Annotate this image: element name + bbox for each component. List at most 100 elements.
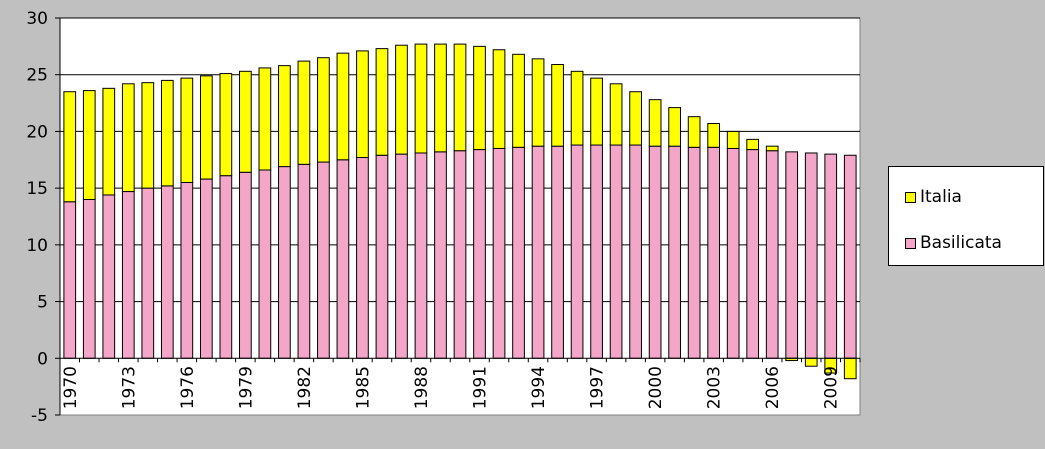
y-axis-ticks: -5 0 5 10 15 20 25 30 (26, 9, 60, 426)
x-tick-label: 1985 (353, 366, 373, 409)
bar-basilicata-1995 (551, 145, 564, 359)
bar-basilicata-1979 (239, 171, 252, 359)
legend-label-italia: Italia (920, 187, 962, 207)
bar-italia-1979 (239, 70, 252, 173)
bar-basilicata-2009 (824, 153, 838, 359)
bar-basilicata-2007 (785, 151, 799, 359)
bar-italia-2002 (687, 116, 701, 148)
bar-basilicata-1988 (414, 152, 428, 359)
y-tick-label: 20 (26, 122, 48, 142)
bar-basilicata-1974 (141, 187, 155, 359)
bar-italia-2006 (765, 145, 779, 152)
x-tick-label: 1973 (119, 366, 139, 409)
bar-italia-2010 (843, 357, 857, 380)
x-tick-label: 1988 (412, 366, 432, 409)
bar-basilicata-2000 (648, 145, 662, 359)
bar-basilicata-2006 (765, 150, 779, 359)
legend-swatch-basilicata (905, 237, 916, 249)
legend: Italia Basilicata (888, 166, 1044, 266)
bar-italia-1993 (512, 53, 525, 148)
y-tick-label: 10 (26, 236, 48, 256)
x-tick-label: 2009 (822, 366, 842, 409)
bar-basilicata-1973 (121, 191, 135, 359)
bar-italia-1980 (258, 67, 272, 171)
y-tick-label: 0 (37, 349, 48, 369)
bar-italia-2001 (668, 107, 681, 147)
bar-basilicata-1971 (82, 198, 96, 359)
bar-italia-1977 (199, 75, 213, 180)
bar-italia-1981 (278, 65, 291, 168)
bar-italia-2000 (648, 99, 662, 147)
x-tick-label: 1994 (529, 366, 549, 409)
x-axis-ticks: 1970 1973 1976 1979 1982 1985 1988 1991 1994 1997… (59, 358, 861, 409)
x-tick-label: 1979 (236, 366, 256, 409)
bar-basilicata-1980 (258, 169, 272, 359)
bar-basilicata-1983 (317, 161, 330, 359)
bar-italia-2008 (804, 357, 818, 367)
bar-basilicata-1978 (219, 175, 233, 359)
bars (63, 43, 857, 380)
bar-italia-2005 (746, 138, 760, 151)
x-tick-label: 1982 (295, 366, 315, 409)
bar-basilicata-1998 (609, 144, 623, 359)
legend-label-basilicata: Basilicata (920, 233, 1002, 253)
bar-basilicata-2001 (668, 145, 681, 359)
bar-basilicata-1993 (512, 146, 525, 359)
legend-item-italia: Italia (905, 187, 962, 207)
bar-basilicata-1975 (160, 185, 174, 359)
bar-basilicata-1994 (531, 145, 545, 359)
y-tick-label: 30 (26, 9, 48, 29)
bar-basilicata-1997 (590, 144, 603, 359)
bar-italia-1983 (317, 57, 330, 163)
x-tick-label: 2000 (646, 366, 666, 409)
bar-basilicata-1970 (63, 201, 77, 359)
bar-italia-1971 (82, 90, 96, 200)
bar-italia-1976 (180, 77, 194, 183)
bar-italia-1999 (629, 91, 642, 146)
bar-basilicata-1982 (297, 163, 311, 359)
bar-italia-1994 (531, 58, 545, 147)
bar-basilicata-2002 (687, 146, 701, 359)
bar-italia-2003 (707, 122, 721, 148)
bar-italia-1985 (356, 50, 369, 159)
bar-italia-1987 (395, 44, 408, 155)
bar-italia-1991 (473, 45, 486, 151)
bar-basilicata-1990 (453, 150, 467, 359)
bar-basilicata-2008 (804, 152, 818, 359)
x-tick-label: 1976 (178, 366, 198, 409)
bar-basilicata-2010 (843, 154, 857, 359)
bar-italia-1974 (141, 82, 155, 189)
bar-italia-1972 (102, 87, 116, 196)
x-tick-label: 1997 (588, 366, 608, 409)
bar-italia-1996 (570, 70, 584, 146)
x-tick-label: 1991 (471, 366, 491, 409)
bar-basilicata-1972 (102, 194, 116, 359)
x-tick-label: 2006 (763, 366, 783, 409)
x-tick-label: 2003 (705, 366, 725, 409)
y-tick-label: 5 (37, 293, 48, 313)
bar-basilicata-2005 (746, 149, 760, 359)
bar-italia-2004 (726, 130, 740, 149)
x-tick-label: 1970 (61, 366, 81, 409)
bar-basilicata-2004 (726, 147, 740, 359)
bar-italia-1982 (297, 60, 311, 165)
bar-italia-1995 (551, 64, 564, 147)
y-tick-label: -5 (31, 406, 48, 426)
bar-italia-1975 (160, 79, 174, 187)
bar-basilicata-1985 (356, 157, 369, 359)
bar-italia-1989 (434, 43, 447, 153)
bar-basilicata-1986 (375, 154, 389, 359)
y-tick-label: 25 (26, 66, 48, 86)
bar-basilicata-1987 (395, 153, 408, 359)
bar-italia-1992 (492, 49, 506, 149)
bar-italia-1970 (63, 91, 77, 203)
bar-italia-1978 (219, 73, 233, 177)
bar-italia-1990 (453, 43, 467, 152)
y-tick-label: 15 (26, 179, 48, 199)
bar-italia-1988 (414, 43, 428, 154)
bar-basilicata-1992 (492, 147, 506, 359)
bar-italia-1998 (609, 83, 623, 146)
bar-basilicata-1999 (629, 144, 642, 359)
